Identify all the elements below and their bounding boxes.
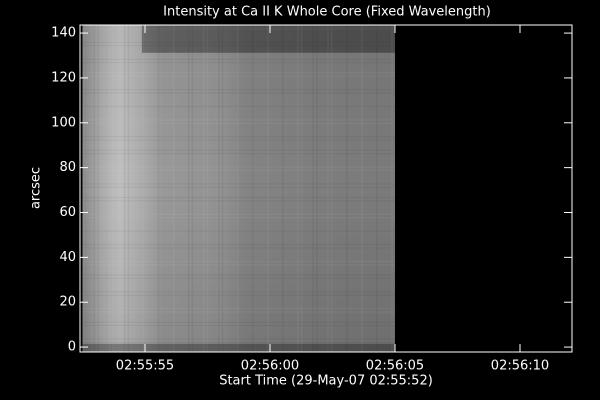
image-streak [300,25,303,352]
image-streak [82,75,395,77]
y-tick-label: 140 [51,26,76,41]
image-streak [123,25,126,352]
image-streak [82,321,395,323]
image-streak [82,311,395,313]
image-streak [346,25,348,352]
y-tick-label: 40 [59,250,76,265]
image-streak [187,25,190,352]
image-streak [82,28,395,30]
y-tick-label: 120 [51,70,76,85]
image-streak [82,244,395,246]
x-tick-label: 02:56:10 [491,359,549,374]
image-streak [157,25,160,352]
image-streak [221,25,224,352]
image-streak [82,105,395,107]
image-band [141,25,395,53]
image-streak [172,25,175,352]
image-streak [82,341,395,343]
image-streak [82,62,395,64]
image-streak [108,25,111,352]
image-streak [82,186,395,188]
image-streak [82,325,395,327]
image-streak [82,92,395,94]
image-streak [93,25,96,352]
image-streak [82,217,395,219]
x-tick-label: 02:56:00 [241,359,299,374]
image-streak [82,338,395,340]
image-streak [82,213,395,215]
image-streak [127,25,130,352]
image-streak [82,58,395,60]
image-streak [82,136,395,138]
image-streak [82,274,395,276]
image-streak [312,25,314,352]
intensity-image [82,25,395,352]
image-streak [82,89,395,91]
image-streak [82,308,395,310]
x-tick-label: 02:55:55 [116,359,174,374]
image-streak [82,200,395,202]
image-band [82,343,395,352]
image-streak [297,25,299,352]
image-streak [330,25,333,352]
image-streak [82,291,395,293]
image-streak [82,294,395,296]
image-streak [206,25,209,352]
image-streak [82,45,395,47]
x-axis-label: Start Time (29-May-07 02:55:52) [219,374,433,389]
y-axis-label: arcsec [29,167,44,209]
image-streak [82,264,395,266]
image-streak [112,25,115,352]
image-streak [236,25,239,352]
axes: 02:55:55 02:56:00 02:56:05 02:56:10 0 20 40 60 8… [51,24,573,374]
image-streak [82,25,84,352]
image-streak [251,25,254,352]
image-streak [218,25,220,352]
image-streak [82,260,395,262]
image-streak [82,247,395,249]
x-tick-label: 02:56:05 [366,359,424,374]
image-streak [97,25,100,352]
image-streak [191,25,194,352]
image-streak [142,25,145,352]
image-streak [361,25,363,352]
image-streak [376,25,378,352]
image-streak [82,41,395,43]
image-streak [82,119,395,121]
y-tick-label: 60 [59,205,76,220]
image-streak [82,166,395,168]
image-streak [82,139,395,141]
image-streak [82,149,395,151]
image-streak [202,25,205,352]
image-streak [82,196,395,198]
image-streak [82,277,395,279]
image-streak [282,25,284,352]
image-streak [82,153,395,155]
image-shade [82,25,395,352]
image-streak [327,25,329,352]
plot-frame [79,24,573,353]
y-tick-label: 100 [51,115,76,130]
chart-title: Intensity at Ca II K Whole Core (Fixed W… [163,5,491,20]
image-streak [82,122,395,124]
y-tick-label: 80 [59,160,76,175]
image-streak [315,25,318,352]
y-tick-label: 20 [59,295,76,310]
image-streak [82,169,395,171]
y-tick-label: 0 [68,340,76,355]
image-streak [82,72,395,74]
image-streak [82,230,395,232]
image-streak [391,25,393,352]
image-streak [266,25,269,352]
image-streak [82,183,395,185]
